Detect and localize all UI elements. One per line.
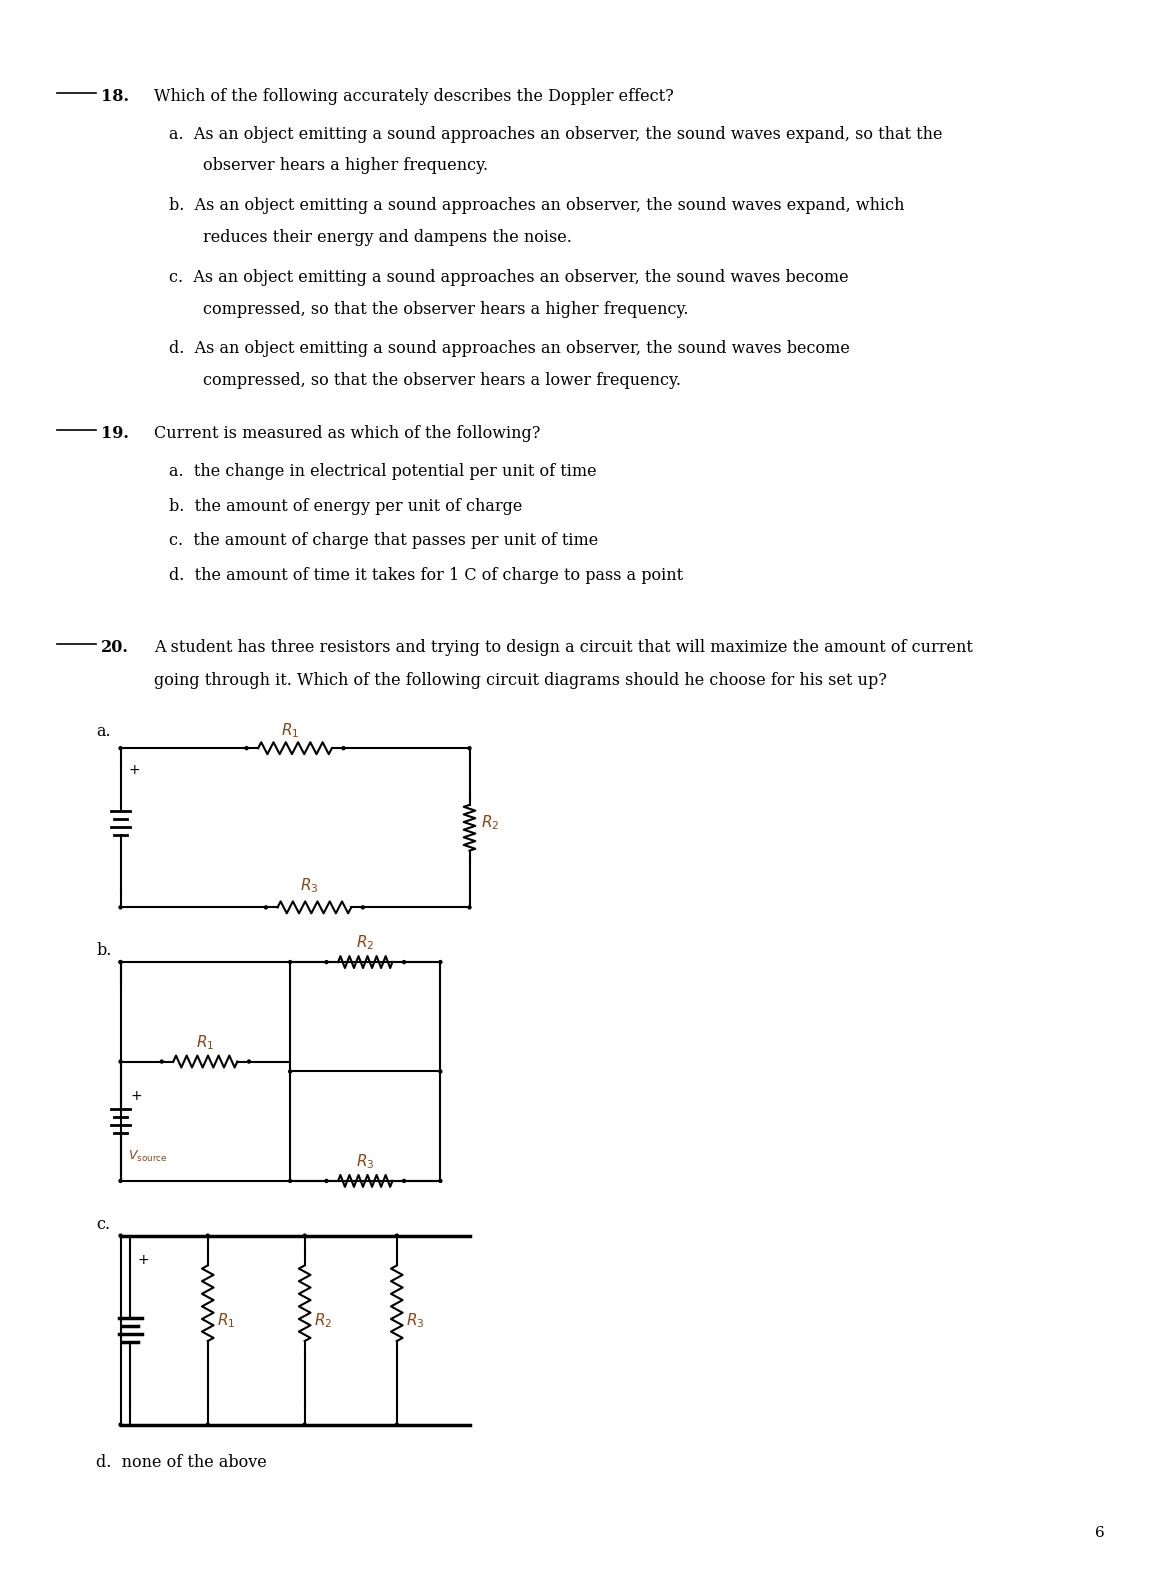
Circle shape — [119, 907, 122, 908]
Text: observer hears a higher frequency.: observer hears a higher frequency. — [203, 157, 488, 175]
Circle shape — [439, 1070, 442, 1073]
Circle shape — [342, 746, 345, 749]
Text: $R_3$: $R_3$ — [356, 1152, 374, 1171]
Circle shape — [402, 960, 406, 963]
Circle shape — [206, 1234, 209, 1237]
Text: reduces their energy and dampens the noise.: reduces their energy and dampens the noi… — [203, 228, 572, 246]
Circle shape — [325, 960, 328, 963]
Text: $R_1$: $R_1$ — [196, 1033, 214, 1051]
Text: b.  the amount of energy per unit of charge: b. the amount of energy per unit of char… — [169, 497, 522, 515]
Text: 6: 6 — [1095, 1525, 1104, 1539]
Circle shape — [160, 1059, 163, 1062]
Text: d.  As an object emitting a sound approaches an observer, the sound waves become: d. As an object emitting a sound approac… — [169, 340, 850, 357]
Text: c.  the amount of charge that passes per unit of time: c. the amount of charge that passes per … — [169, 532, 599, 549]
Circle shape — [288, 960, 292, 963]
Text: a.  the change in electrical potential per unit of time: a. the change in electrical potential pe… — [169, 463, 596, 480]
Circle shape — [119, 960, 122, 963]
Circle shape — [119, 746, 122, 749]
Circle shape — [119, 1423, 122, 1426]
Text: 18.: 18. — [101, 88, 129, 105]
Text: c.: c. — [96, 1215, 111, 1232]
Text: compressed, so that the observer hears a higher frequency.: compressed, so that the observer hears a… — [203, 301, 688, 318]
Text: a.  As an object emitting a sound approaches an observer, the sound waves expand: a. As an object emitting a sound approac… — [169, 126, 942, 143]
Circle shape — [265, 907, 267, 908]
Circle shape — [119, 1179, 122, 1182]
Circle shape — [288, 1070, 292, 1073]
Text: b.  As an object emitting a sound approaches an observer, the sound waves expand: b. As an object emitting a sound approac… — [169, 197, 904, 214]
Text: going through it. Which of the following circuit diagrams should he choose for h: going through it. Which of the following… — [154, 672, 888, 688]
Text: $R_2$: $R_2$ — [481, 814, 500, 833]
Circle shape — [303, 1234, 306, 1237]
Circle shape — [119, 960, 122, 963]
Text: +: + — [138, 1253, 149, 1267]
Text: c.  As an object emitting a sound approaches an observer, the sound waves become: c. As an object emitting a sound approac… — [169, 269, 849, 286]
Text: A student has three resistors and trying to design a circuit that will maximize : A student has three resistors and trying… — [154, 639, 974, 656]
Text: $R_3$: $R_3$ — [300, 877, 319, 896]
Text: $R_3$: $R_3$ — [407, 1311, 425, 1330]
Circle shape — [439, 960, 442, 963]
Circle shape — [119, 1059, 122, 1062]
Text: +: + — [131, 1089, 142, 1103]
Circle shape — [468, 907, 470, 908]
Text: +: + — [128, 763, 140, 778]
Text: 20.: 20. — [101, 639, 129, 656]
Circle shape — [325, 1179, 328, 1182]
Text: d.  none of the above: d. none of the above — [96, 1454, 267, 1472]
Circle shape — [206, 1423, 209, 1426]
Circle shape — [395, 1423, 399, 1426]
Circle shape — [361, 907, 365, 908]
Circle shape — [119, 1234, 122, 1237]
Text: Current is measured as which of the following?: Current is measured as which of the foll… — [154, 425, 541, 442]
Circle shape — [245, 746, 248, 749]
Circle shape — [468, 746, 470, 749]
Circle shape — [439, 1179, 442, 1182]
Text: a.: a. — [96, 724, 111, 740]
Text: compressed, so that the observer hears a lower frequency.: compressed, so that the observer hears a… — [203, 371, 681, 389]
Text: b.: b. — [96, 943, 112, 959]
Text: Which of the following accurately describes the Doppler effect?: Which of the following accurately descri… — [154, 88, 674, 105]
Text: 19.: 19. — [101, 425, 129, 442]
Text: $R_1$: $R_1$ — [218, 1311, 235, 1330]
Circle shape — [288, 1179, 292, 1182]
Text: $V_{\mathrm{source}}$: $V_{\mathrm{source}}$ — [128, 1149, 168, 1165]
Text: $R_2$: $R_2$ — [314, 1311, 333, 1330]
Circle shape — [247, 1059, 250, 1062]
Text: $R_1$: $R_1$ — [281, 721, 300, 740]
Circle shape — [395, 1234, 399, 1237]
Text: d.  the amount of time it takes for 1 C of charge to pass a point: d. the amount of time it takes for 1 C o… — [169, 567, 683, 584]
Circle shape — [303, 1423, 306, 1426]
Circle shape — [402, 1179, 406, 1182]
Text: $R_2$: $R_2$ — [356, 933, 374, 952]
